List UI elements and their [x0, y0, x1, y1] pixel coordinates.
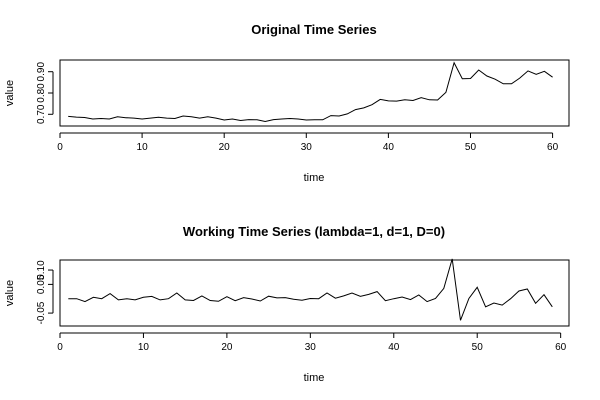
series-layer — [68, 258, 553, 321]
y-axis: -0.05 0.050.10 — [36, 260, 54, 324]
plot-frame — [59, 259, 570, 327]
x-tick-label: 60 — [555, 342, 567, 353]
x-axis: 0 10 20 30 40 50 60 — [57, 132, 559, 153]
x-tick-label: 0 — [57, 142, 63, 153]
chart-original-time-series: Original Time Series 0 10 20 30 40 50 60 0.700… — [4, 22, 570, 184]
chart-title: Original Time Series — [251, 22, 376, 37]
y-tick-label: 0.90 — [36, 62, 47, 82]
x-tick-label: 50 — [465, 142, 477, 153]
x-tick-label: 50 — [472, 342, 484, 353]
x-axis-label: time — [304, 172, 325, 184]
y-axis-label: value — [4, 80, 16, 106]
x-tick-label: 20 — [221, 342, 233, 353]
series-layer — [68, 61, 553, 123]
x-tick-label: 20 — [219, 142, 231, 153]
chart-working-time-series: Working Time Series (lambda=1, d=1, D=0)… — [4, 224, 570, 384]
x-tick-label: 10 — [137, 142, 149, 153]
x-tick-label: 30 — [305, 342, 317, 353]
y-tick-label: 0.70 — [36, 104, 47, 124]
plot-frame — [59, 59, 570, 127]
y-tick-label: 0.05 — [36, 274, 47, 294]
x-tick-label: 60 — [547, 142, 559, 153]
x-tick-label: 0 — [57, 342, 63, 353]
series-line — [68, 61, 553, 123]
y-tick-label: 0.10 — [36, 260, 47, 280]
y-tick-label: -0.05 — [36, 301, 47, 324]
x-tick-label: 40 — [388, 342, 400, 353]
x-axis-label: time — [304, 372, 325, 384]
x-tick-label: 40 — [383, 142, 395, 153]
x-axis: 0 10 20 30 40 50 60 — [57, 332, 567, 353]
y-axis: 0.700.800.90 — [36, 62, 54, 124]
x-tick-label: 30 — [301, 142, 313, 153]
y-tick-label: 0.80 — [36, 83, 47, 103]
y-axis-label: value — [4, 280, 16, 306]
series-line — [68, 258, 553, 321]
x-tick-label: 10 — [138, 342, 150, 353]
chart-title: Working Time Series (lambda=1, d=1, D=0) — [183, 224, 445, 239]
